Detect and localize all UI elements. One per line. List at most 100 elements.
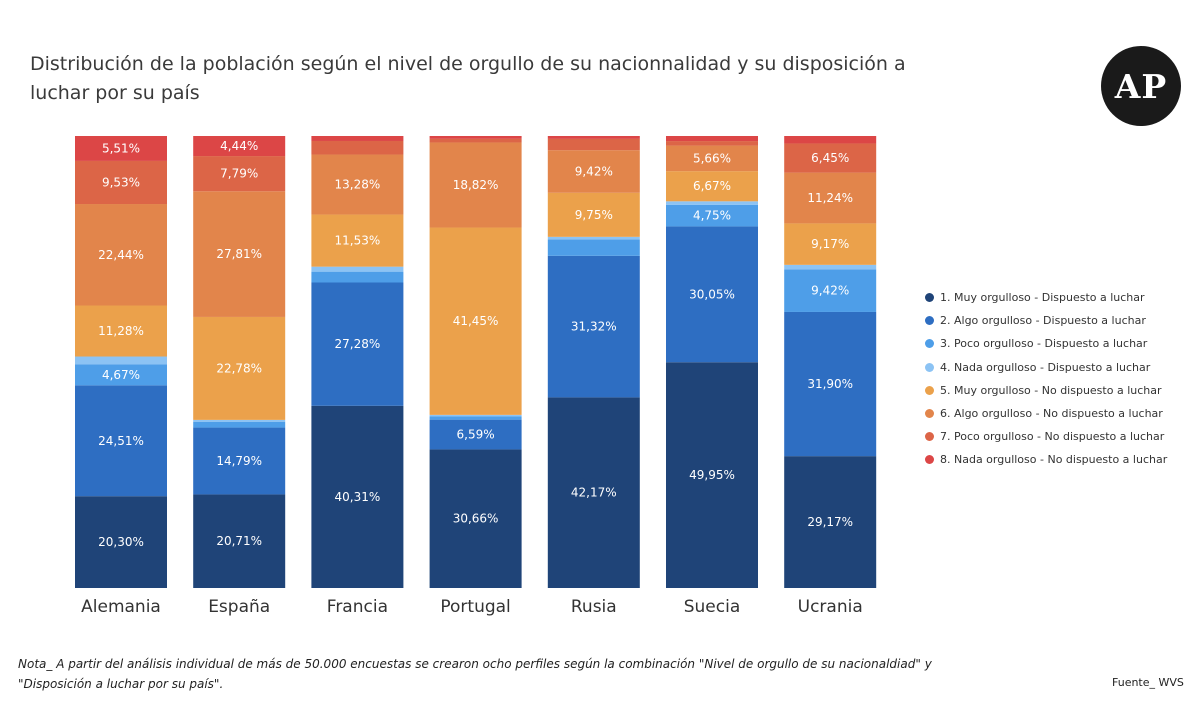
source-label: Fuente_ WVS	[1112, 676, 1184, 689]
bar-segment-portugal-s7	[429, 138, 522, 143]
legend-swatch	[925, 385, 934, 395]
data-label: 5,51%	[102, 141, 140, 155]
data-label: 11,53%	[335, 234, 381, 248]
bar-segment-portugal-s4	[429, 414, 522, 417]
legend-item: 1. Muy orgulloso - Dispuesto a luchar	[925, 286, 1167, 309]
bar-segment-rusia-s8	[547, 136, 640, 139]
x-tick-label: Francia	[327, 597, 388, 617]
legend-swatch	[925, 339, 934, 349]
bar-segment-alemania-s3	[75, 364, 167, 386]
data-label: 4,75%	[693, 209, 731, 223]
data-label: 6,59%	[457, 428, 495, 442]
bar-segment-ucrania-s7	[784, 143, 877, 173]
bar-segment-suecia-s8	[666, 136, 758, 142]
data-label: 30,05%	[689, 287, 735, 301]
bar-segment-francia-s1	[311, 405, 404, 588]
bar-segment-portugal-s6	[429, 142, 522, 228]
bar-segment-rusia-s1	[547, 397, 640, 588]
data-label: 7,79%	[220, 167, 258, 181]
data-label: 9,42%	[811, 284, 849, 298]
bar-segment-rusia-s6	[547, 150, 640, 193]
bar-segment-portugal-s2	[429, 419, 522, 450]
bar-segment-portugal-s5	[429, 227, 522, 415]
data-label: 29,17%	[807, 515, 853, 529]
data-label: 31,90%	[807, 377, 853, 391]
bar-segment-suecia-s5	[666, 171, 758, 202]
bar-segment-portugal-s1	[429, 449, 522, 588]
bar-segment-suecia-s2	[666, 226, 758, 363]
data-label: 6,67%	[693, 179, 731, 193]
bar-segment-alemania-s8	[75, 136, 167, 161]
data-label: 5,66%	[693, 151, 731, 165]
bar-segment-ucrania-s8	[784, 136, 877, 144]
legend-swatch	[925, 455, 934, 465]
legend-label: 3. Poco orgulloso - Dispuesto a luchar	[940, 337, 1148, 351]
bar-segment-espana-s4	[193, 419, 286, 422]
legend-label: 7. Poco orgulloso - No dispuesto a lucha…	[940, 430, 1165, 444]
bar-segment-alemania-s7	[75, 160, 167, 205]
x-tick-label: Ucrania	[798, 597, 863, 617]
bar-segment-francia-s8	[311, 136, 404, 141]
bar-segment-suecia-s4	[666, 201, 758, 205]
legend-item: 4. Nada orgulloso - Dispuesto a luchar	[925, 356, 1167, 379]
legend-label: 5. Muy orgulloso - No dispuesto a luchar	[940, 383, 1162, 397]
bar-segment-ucrania-s4	[784, 264, 877, 270]
data-label: 9,53%	[102, 175, 140, 189]
data-label: 27,28%	[335, 337, 381, 351]
x-tick-label: Suecia	[684, 597, 741, 617]
bar-segment-francia-s3	[311, 271, 404, 283]
bar-segment-espana-s6	[193, 191, 286, 317]
bar-segment-rusia-s3	[547, 239, 640, 256]
bar-segment-suecia-s3	[666, 204, 758, 227]
data-label: 24,51%	[98, 434, 144, 448]
legend-item: 3. Poco orgulloso - Dispuesto a luchar	[925, 332, 1167, 355]
logo-text: AP	[1114, 66, 1168, 106]
bar-segment-portugal-s8	[429, 136, 522, 139]
bar-segment-espana-s1	[193, 494, 286, 588]
bar-segment-francia-s6	[311, 154, 404, 215]
bar-segment-francia-s7	[311, 140, 404, 155]
data-label: 31,32%	[571, 320, 617, 334]
x-tick-label: Portugal	[440, 597, 510, 617]
data-label: 9,17%	[811, 237, 849, 251]
bar-segment-alemania-s6	[75, 204, 167, 306]
data-label: 4,44%	[220, 139, 258, 153]
chart-title: Distribución de la población según el ni…	[30, 53, 906, 104]
bar-segment-suecia-s6	[666, 145, 758, 172]
bar-segment-alemania-s5	[75, 305, 167, 357]
legend-label: 1. Muy orgulloso - Dispuesto a luchar	[940, 291, 1145, 305]
data-label: 20,71%	[216, 534, 262, 548]
bar-segment-espana-s3	[193, 421, 286, 428]
data-label: 14,79%	[216, 454, 262, 468]
bar-segment-francia-s5	[311, 214, 404, 267]
bar-segment-ucrania-s1	[784, 456, 877, 588]
bar-segment-espana-s5	[193, 316, 286, 420]
data-label: 9,75%	[575, 208, 613, 222]
data-label: 27,81%	[216, 247, 262, 261]
stacked-bar-chart: 20,30% 24,51% 4,67% 11,28% 22,44% 9,53% 5,51% A…	[75, 136, 877, 617]
data-label: 11,24%	[807, 191, 853, 205]
legend-label: 8. Nada orgulloso - No dispuesto a lucha…	[940, 453, 1168, 467]
bar-segment-suecia-s7	[666, 141, 758, 146]
bar-segment-alemania-s4	[75, 356, 167, 365]
chart-legend: 1. Muy orgulloso - Dispuesto a luchar 2. …	[925, 286, 1167, 472]
bar-segment-alemania-s1	[75, 496, 167, 588]
footnote: Nota_ A partir del análisis individual d…	[18, 657, 932, 691]
x-tick-label: Alemania	[81, 597, 161, 617]
bar-segment-ucrania-s2	[784, 311, 877, 457]
legend-swatch	[925, 316, 934, 326]
bar-segment-francia-s2	[311, 282, 404, 406]
data-label: 13,28%	[335, 178, 381, 192]
bar-segment-rusia-s2	[547, 255, 640, 398]
legend-swatch	[925, 409, 934, 419]
x-tick-label: Rusia	[571, 597, 617, 617]
x-tick-label: España	[208, 597, 270, 617]
ap-logo: AP	[1101, 46, 1181, 126]
data-label: 11,28%	[98, 324, 144, 338]
data-label: 41,45%	[453, 314, 499, 328]
bar-segment-rusia-s5	[547, 192, 640, 237]
bar-segment-suecia-s1	[666, 362, 758, 588]
bar-segment-francia-s4	[311, 266, 404, 272]
legend-item: 2. Algo orgulloso - Dispuesto a luchar	[925, 309, 1167, 332]
legend-item: 8. Nada orgulloso - No dispuesto a lucha…	[925, 448, 1167, 471]
